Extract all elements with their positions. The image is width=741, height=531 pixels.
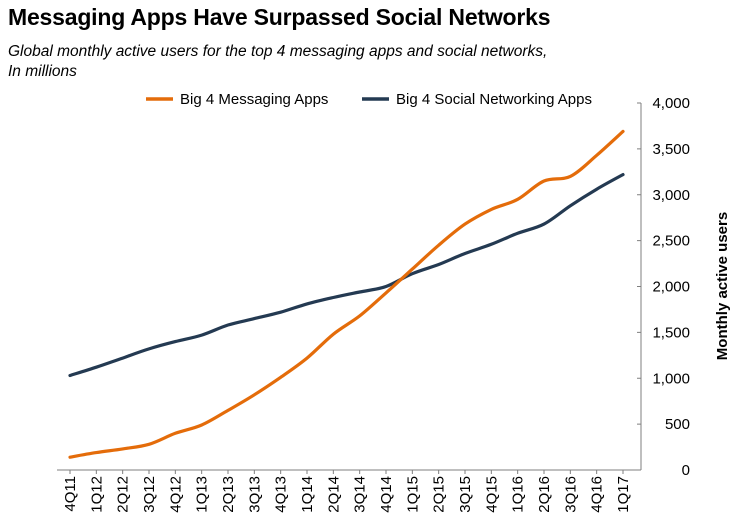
y-tick-label: 3,500	[652, 141, 690, 158]
x-tick-label: 4Q16	[589, 476, 606, 513]
x-tick-label: 3Q15	[457, 476, 474, 513]
series-line-messaging	[68, 129, 625, 459]
y-tick-label: 1,500	[652, 324, 690, 341]
x-tick-label: 2Q12	[115, 476, 132, 513]
legend-label-social: Big 4 Social Networking Apps	[396, 91, 592, 108]
y-tick-label: 2,500	[652, 233, 690, 250]
y-tick-label: 0	[682, 462, 690, 479]
x-tick-label: 1Q14	[299, 476, 316, 513]
subtitle-line: Global monthly active users for the top …	[8, 43, 548, 60]
legend-label-messaging: Big 4 Messaging Apps	[180, 91, 328, 108]
x-tick-label: 2Q14	[325, 476, 342, 513]
x-tick-label: 3Q14	[352, 476, 369, 513]
x-tick-label: 2Q13	[220, 476, 237, 513]
x-tick-label: 4Q14	[378, 476, 395, 513]
x-tick-label: 4Q11	[62, 476, 79, 512]
series-line-social	[68, 173, 625, 378]
axes: 0 500 1,000 1,500 2,000 2,500 3,000 3,500 4,000 4…	[57, 95, 731, 513]
x-tick-label: 1Q15	[404, 476, 421, 513]
y-tick-label: 4,000	[652, 95, 690, 112]
chart-subtitle: Global monthly active users for the top …	[8, 42, 648, 82]
x-tick-label: 1Q17	[615, 476, 632, 513]
series-lines	[68, 129, 625, 459]
x-tick-label: 3Q12	[141, 476, 158, 513]
x-tick-label: 1Q13	[194, 476, 211, 513]
x-tick-label: 3Q13	[246, 476, 263, 513]
x-tick-label: 4Q15	[483, 476, 500, 513]
x-tick-label: 4Q12	[167, 476, 184, 513]
x-tick-label: 1Q16	[510, 476, 527, 513]
y-axis-label: Monthly active users	[714, 212, 731, 360]
subtitle-line: In millions	[8, 63, 77, 80]
y-tick-label: 3,000	[652, 187, 690, 204]
x-tick-label: 1Q12	[88, 476, 105, 513]
chart-title: Messaging Apps Have Surpassed Social Net…	[8, 4, 551, 30]
y-tick-label: 2,000	[652, 279, 690, 296]
y-tick-label: 1,000	[652, 370, 690, 387]
legend: Big 4 Messaging Apps Big 4 Social Network…	[146, 91, 592, 108]
x-tick-label: 3Q16	[562, 476, 579, 513]
y-tick-label: 500	[665, 416, 690, 433]
x-tick-label: 2Q15	[431, 476, 448, 513]
x-tick-label: 4Q13	[273, 476, 290, 513]
x-tick-label: 2Q16	[536, 476, 553, 513]
